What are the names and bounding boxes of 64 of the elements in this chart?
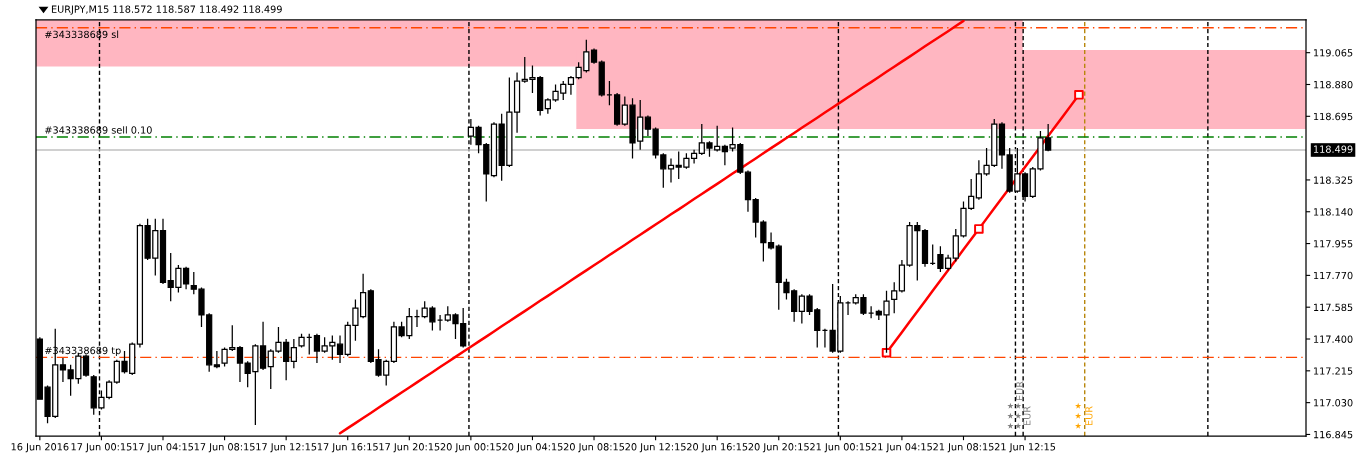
ref-line-label: #343338689 sell 0.10 bbox=[45, 126, 152, 134]
candlestick bbox=[891, 281, 898, 314]
candlestick bbox=[590, 47, 598, 65]
candlestick bbox=[613, 92, 621, 127]
candlestick bbox=[236, 345, 244, 383]
x-tick-label: 20 Jun 12:15 bbox=[625, 443, 686, 453]
ref-line-label: 118.499 bbox=[1314, 145, 1353, 153]
annotation: EUR bbox=[1085, 406, 1093, 426]
ref-line-label: #343338689 sl bbox=[45, 30, 119, 39]
y-tick-label: 118.880 bbox=[1314, 80, 1353, 89]
x-tick-label: 20 Jun 04:15 bbox=[502, 443, 563, 453]
candlestick bbox=[82, 353, 90, 378]
x-tick-label: 21 Jun 04:15 bbox=[871, 443, 932, 453]
y-tick-label: 117.400 bbox=[1314, 335, 1353, 343]
y-tick-label: 118.325 bbox=[1314, 176, 1353, 184]
x-tick-label: 17 Jun 00:15 bbox=[71, 443, 132, 453]
x-tick-label: 17 Jun 04:15 bbox=[133, 443, 194, 453]
candlestick bbox=[844, 300, 852, 316]
y-tick-label: 116.845 bbox=[1314, 430, 1353, 439]
y-tick-label: 119.065 bbox=[1314, 49, 1353, 57]
y-tick-label: 117.215 bbox=[1314, 367, 1353, 375]
y-tick-label: 117.030 bbox=[1314, 399, 1353, 407]
candlestick bbox=[921, 228, 929, 268]
candlestick bbox=[598, 59, 605, 98]
candlestick bbox=[436, 314, 444, 332]
y-tick-label: 117.770 bbox=[1314, 271, 1353, 280]
candlestick bbox=[213, 350, 221, 369]
candlestick bbox=[413, 309, 421, 328]
candlestick bbox=[744, 169, 752, 213]
chart-title: EURJPY,M15 118.572 118.587 118.492 118.499 bbox=[51, 5, 282, 15]
x-tick-label: 17 Jun 20:15 bbox=[379, 443, 440, 453]
candlestick bbox=[336, 334, 344, 364]
annotation: EUR bbox=[1023, 406, 1031, 426]
x-tick-label: 17 Jun 12:15 bbox=[256, 443, 317, 453]
annotation: EUR bbox=[1016, 381, 1024, 401]
candlestick bbox=[998, 121, 1006, 170]
candlestick bbox=[298, 333, 305, 349]
candlestick bbox=[606, 80, 613, 106]
candlestick bbox=[306, 333, 313, 356]
candlestick bbox=[867, 305, 875, 319]
y-tick-label: 118.695 bbox=[1314, 112, 1353, 121]
x-tick-label: 20 Jun 08:15 bbox=[563, 443, 625, 453]
line-series bbox=[338, 20, 965, 435]
x-tick-label: 21 Jun 12:15 bbox=[994, 443, 1056, 453]
candlestick bbox=[290, 338, 297, 369]
x-tick-label: 17 Jun 16:15 bbox=[317, 443, 378, 453]
point bbox=[881, 347, 892, 358]
candlestick bbox=[159, 218, 167, 285]
y-tick-label: 117.585 bbox=[1314, 303, 1353, 312]
x-tick-label: 20 Jun 16:15 bbox=[687, 443, 748, 453]
candlestick bbox=[490, 121, 498, 178]
x-tick-label: 21 Jun 08:15 bbox=[933, 443, 994, 453]
point bbox=[974, 224, 984, 234]
x-tick-label: 16 Jun 2016 bbox=[11, 443, 69, 453]
x-tick-label: 20 Jun 00:15 bbox=[440, 443, 501, 453]
candlestick bbox=[929, 243, 936, 266]
x-tick-label: 17 Jun 08:15 bbox=[194, 443, 255, 453]
y-tick-label: 117.955 bbox=[1314, 240, 1353, 248]
x-tick-label: 20 Jun 20:15 bbox=[748, 443, 809, 453]
x-tick-label: 21 Jun 00:15 bbox=[810, 443, 871, 453]
candlestick bbox=[667, 157, 675, 184]
point bbox=[1074, 90, 1084, 100]
y-tick-label: 118.140 bbox=[1314, 208, 1353, 216]
candlestick bbox=[821, 328, 829, 349]
